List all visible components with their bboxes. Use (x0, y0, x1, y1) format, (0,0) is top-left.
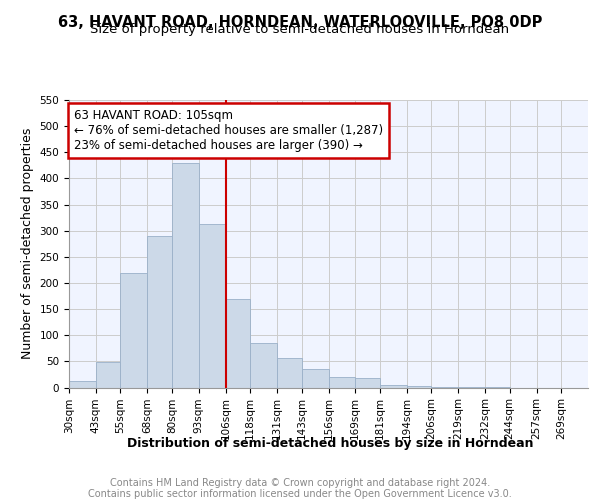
Bar (277, 358, 302, 388)
Text: Distribution of semi-detached houses by size in Horndean: Distribution of semi-detached houses by … (127, 438, 533, 450)
Bar (485, 387, 510, 388)
Bar (199, 224, 226, 388)
Y-axis label: Number of semi-detached properties: Number of semi-detached properties (21, 128, 34, 360)
Bar (380, 385, 407, 388)
Text: Contains HM Land Registry data © Crown copyright and database right 2024.
Contai: Contains HM Land Registry data © Crown c… (88, 478, 512, 499)
Bar (431, 387, 458, 388)
Bar (302, 369, 329, 388)
Bar (355, 378, 380, 388)
Bar (329, 377, 355, 388)
Bar (226, 298, 250, 388)
Bar (458, 387, 485, 388)
Bar (250, 343, 277, 388)
Bar (172, 162, 199, 388)
Bar (407, 386, 431, 388)
Text: 63 HAVANT ROAD: 105sqm
← 76% of semi-detached houses are smaller (1,287)
23% of : 63 HAVANT ROAD: 105sqm ← 76% of semi-det… (74, 108, 383, 152)
Bar (121, 272, 147, 388)
Text: Size of property relative to semi-detached houses in Horndean: Size of property relative to semi-detach… (91, 22, 509, 36)
Bar (69, 380, 96, 388)
Bar (96, 362, 121, 388)
Bar (147, 236, 172, 388)
Text: 63, HAVANT ROAD, HORNDEAN, WATERLOOVILLE, PO8 0DP: 63, HAVANT ROAD, HORNDEAN, WATERLOOVILLE… (58, 15, 542, 30)
